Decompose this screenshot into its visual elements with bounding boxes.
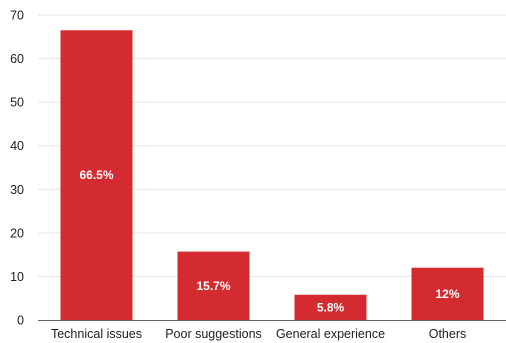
bar-value-label: 5.8% [317,300,345,314]
bar [294,294,367,320]
y-tick-label: 0 [17,314,24,328]
bar-value-label: 15.7% [196,279,230,293]
bars [60,30,484,320]
bar-value-label: 66.5% [79,168,113,182]
y-tick-label: 40 [10,139,24,153]
x-category-label: Others [429,327,467,341]
bar [60,30,133,320]
y-tick-label: 50 [10,96,24,110]
y-axis-ticks: 0 10 20 30 40 50 60 70 [10,9,24,328]
y-tick-label: 10 [10,270,24,284]
x-category-label: Technical issues [51,327,142,341]
x-axis-categories: Technical issues Poor suggestions General … [51,327,466,341]
x-category-label: General experience [276,327,385,341]
bar-value-label: 12% [435,287,459,301]
y-tick-label: 20 [10,226,24,240]
y-tick-label: 70 [10,9,24,23]
data-labels: 66.5% 15.7% 5.8% 12% [79,168,459,314]
x-category-label: Poor suggestions [165,327,262,341]
y-tick-label: 30 [10,183,24,197]
bar [411,267,484,320]
y-tick-label: 60 [10,52,24,66]
bar [177,251,250,320]
